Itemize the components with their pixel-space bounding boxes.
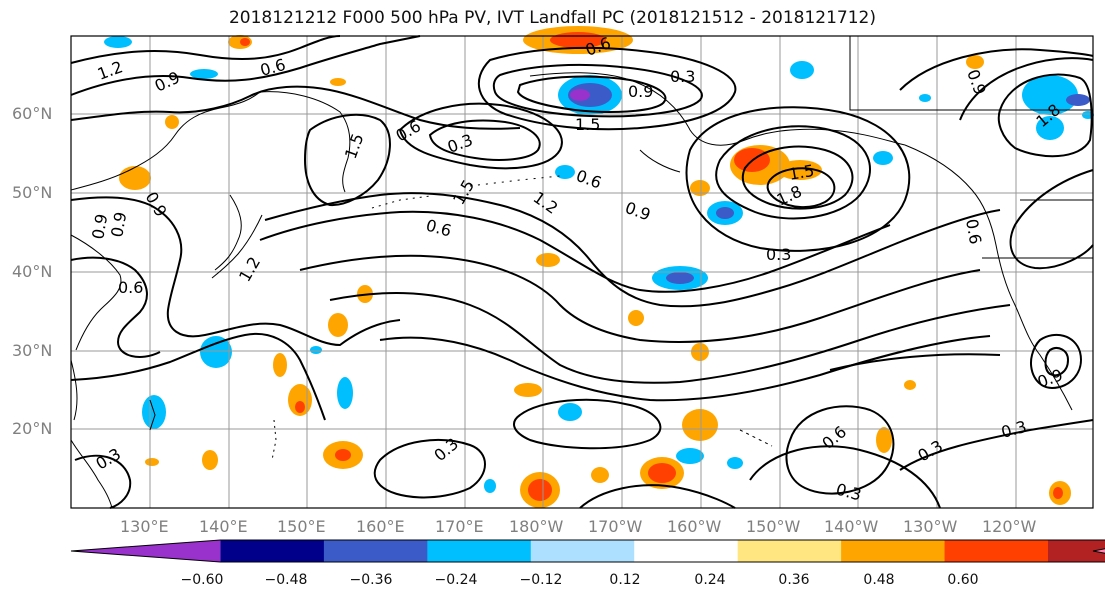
lon-label: 150°W [746, 517, 801, 536]
colorbar-segment [1048, 540, 1105, 562]
colorbar-tick-label: 0.12 [609, 572, 641, 588]
pv-contours [70, 35, 1094, 509]
contour-label: 0.9 [107, 210, 130, 238]
lon-label: 170°W [588, 517, 643, 536]
colorbar-tick-label: −0.12 [519, 572, 563, 588]
colorbar-segment [323, 540, 428, 562]
lon-label: 150°E [277, 517, 326, 536]
colorbar-tick-label: 0.60 [947, 572, 979, 588]
lat-label: 30°N [12, 341, 53, 360]
colorbar-segment [427, 540, 532, 562]
contour-label: 0.6 [962, 217, 985, 245]
contour-label: 1.5 [575, 115, 600, 134]
lon-label: 160°E [356, 517, 405, 536]
contour-label: 0.9 [628, 82, 653, 101]
colorbar-tick-label: 0.36 [778, 572, 810, 588]
colorbar-tick-label: −0.24 [434, 572, 478, 588]
contour-label: 1.5 [787, 161, 815, 184]
colorbar-tick-label: 0.24 [694, 572, 726, 588]
lon-label: 180°W [509, 517, 564, 536]
lat-label: 40°N [12, 262, 53, 281]
colorbar-segment [944, 540, 1049, 562]
lon-label: 170°E [435, 517, 484, 536]
lat-label: 60°N [12, 104, 53, 123]
lon-label: 130°W [903, 517, 958, 536]
lon-label: 140°E [199, 517, 248, 536]
colorbar-segment [841, 540, 946, 562]
contour-label: 0.3 [766, 245, 791, 264]
contour-label: 0.6 [118, 278, 143, 297]
colorbar-segment [530, 540, 635, 562]
colorbar-extend-high [1093, 548, 1105, 554]
contour-label: 0.3 [670, 67, 695, 86]
lon-label: 140°W [824, 517, 879, 536]
colorbar-segment [220, 540, 325, 562]
coastlines [70, 36, 1093, 509]
lon-label: 120°W [982, 517, 1037, 536]
colorbar-extend-low [71, 540, 221, 562]
colorbar-outline [70, 539, 1105, 563]
map-title: 2018121212 F000 500 hPa PV, IVT Landfall… [228, 8, 876, 28]
lon-label: 160°W [667, 517, 722, 536]
colorbar-segment [737, 540, 842, 562]
lat-label: 20°N [12, 419, 53, 438]
colorbar [70, 539, 1105, 563]
graticule [71, 36, 1093, 508]
contour-label: 0.9 [88, 212, 111, 240]
lat-label: 50°N [12, 183, 53, 202]
colorbar-tick-label: −0.48 [264, 572, 308, 588]
colorbar-tick-label: 0.48 [863, 572, 895, 588]
colorbar-tick-label: −0.36 [349, 572, 393, 588]
colorbar-tick-label: −0.60 [180, 572, 224, 588]
lon-label: 130°E [120, 517, 169, 536]
colorbar-segment [634, 540, 739, 562]
